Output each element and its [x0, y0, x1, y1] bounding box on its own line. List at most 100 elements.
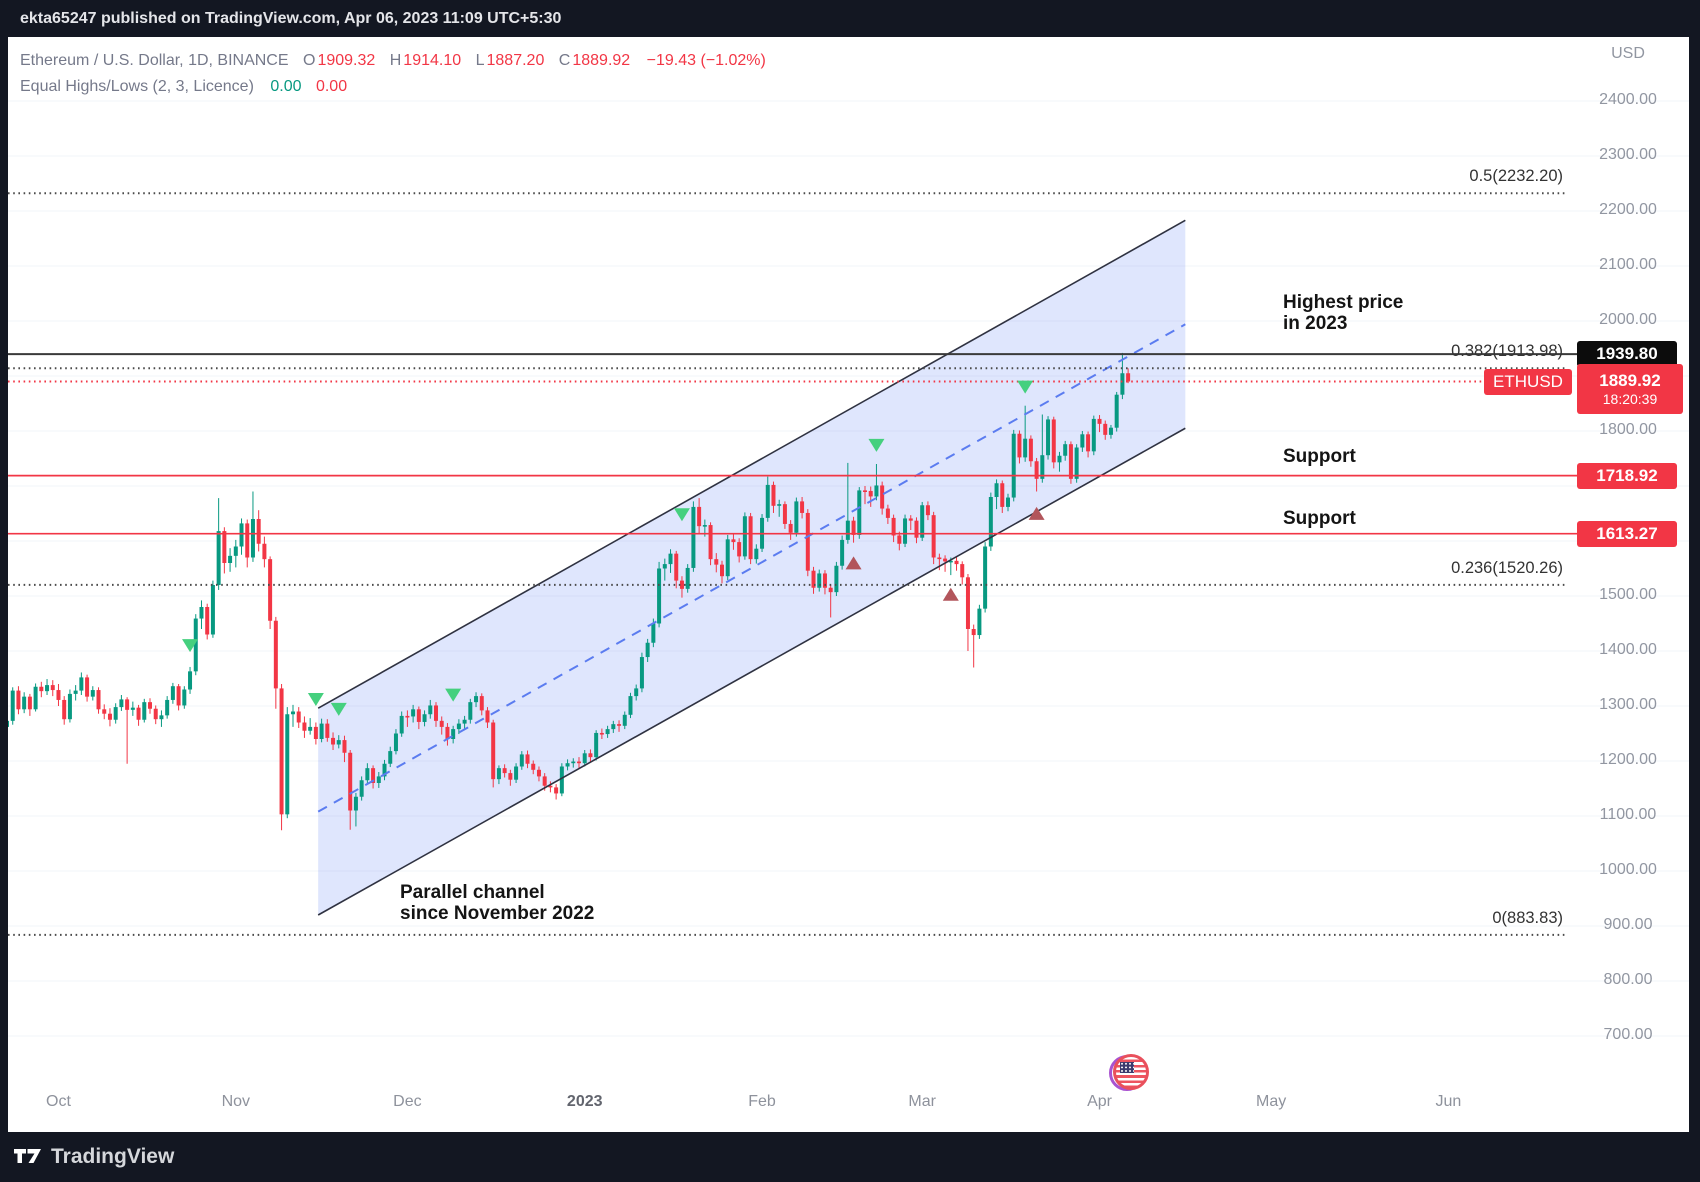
candle	[188, 671, 193, 690]
candle	[262, 543, 267, 560]
candle	[1011, 433, 1016, 498]
candle	[582, 753, 587, 764]
candle	[27, 696, 32, 710]
candle	[411, 709, 416, 717]
symbol-legend-row[interactable]: Ethereum / U.S. Dollar, 1D, BINANCE O 190…	[20, 48, 766, 74]
candle	[479, 696, 484, 711]
candle	[605, 729, 610, 735]
channel-midline	[317, 323, 1186, 813]
channel-upper-line	[317, 219, 1186, 709]
candle	[800, 501, 805, 513]
candle	[371, 768, 376, 783]
candle	[125, 699, 130, 710]
candle	[617, 724, 622, 726]
candle	[496, 768, 501, 780]
candle	[594, 732, 599, 758]
candle	[577, 761, 581, 764]
candle	[250, 519, 255, 558]
candle	[748, 516, 753, 560]
chart-panel[interactable]	[8, 37, 1689, 1132]
low-label: L	[475, 52, 485, 69]
candle	[720, 564, 724, 577]
candle	[445, 726, 450, 739]
candle	[840, 539, 845, 566]
candle	[16, 690, 21, 710]
candle	[1006, 497, 1010, 507]
candle	[422, 714, 427, 722]
candle	[868, 490, 873, 497]
candle	[136, 707, 141, 720]
candle	[588, 753, 593, 758]
candle	[662, 564, 667, 569]
chart-plot[interactable]	[8, 37, 1689, 1132]
candle	[67, 693, 72, 720]
candle	[182, 689, 187, 706]
high-label: H	[389, 52, 402, 69]
tradingview-logo-icon[interactable]	[14, 1149, 42, 1165]
publish-info-bar: ekta65247 published on TradingView.com, …	[0, 0, 1700, 37]
signal-marker-down	[445, 688, 462, 702]
close-value: 1889.92	[572, 52, 631, 69]
candle	[399, 715, 404, 734]
candle	[85, 677, 90, 697]
indicator-value-green: 0.00	[270, 78, 302, 95]
candle	[502, 768, 507, 774]
candle	[611, 724, 616, 730]
candle	[405, 715, 410, 718]
candle	[313, 726, 318, 739]
candle	[965, 577, 970, 629]
candle	[348, 752, 353, 811]
candle	[1097, 418, 1102, 424]
candle	[62, 699, 67, 720]
candle	[845, 520, 850, 540]
candle	[639, 657, 644, 689]
candle	[308, 726, 313, 731]
candle	[1017, 433, 1022, 458]
candle	[788, 523, 793, 533]
candle	[519, 754, 524, 767]
candle	[268, 559, 273, 621]
candle	[657, 568, 662, 624]
candle	[1091, 418, 1096, 452]
candle	[977, 608, 982, 636]
candle	[239, 523, 244, 547]
open-label: O	[302, 52, 316, 69]
candle	[153, 708, 158, 720]
candle	[925, 505, 930, 516]
symbol-title: Ethereum / U.S. Dollar, 1D, BINANCE	[20, 52, 289, 69]
candle	[948, 560, 953, 563]
close-label: C	[558, 52, 571, 69]
candle	[542, 776, 547, 786]
candle	[622, 714, 627, 726]
us-flag-event-icon[interactable]	[1109, 1054, 1149, 1091]
candle	[222, 531, 227, 563]
candle	[931, 515, 936, 558]
signal-marker-down	[1017, 380, 1034, 394]
signal-marker-up	[845, 556, 862, 570]
candle	[679, 580, 684, 589]
candle	[468, 702, 473, 720]
candle	[891, 517, 896, 536]
candle	[822, 573, 827, 588]
low-value: 1887.20	[486, 52, 545, 69]
channel-lower-line	[317, 427, 1186, 916]
parallel-channel-fill	[318, 220, 1186, 916]
candle	[514, 766, 519, 780]
candle	[73, 690, 78, 694]
candle	[971, 629, 976, 636]
candle	[331, 737, 336, 745]
tradingview-logo-text[interactable]: TradingView	[51, 1145, 175, 1168]
candle	[863, 490, 867, 492]
candle	[851, 520, 856, 535]
flag-canton	[1120, 1062, 1134, 1073]
change-value: −19.43 (−1.02%)	[646, 52, 766, 69]
signal-marker-down	[307, 693, 324, 706]
candle	[536, 769, 541, 777]
candle	[96, 690, 101, 710]
candle	[434, 705, 438, 721]
candle	[754, 548, 759, 560]
candle	[245, 523, 250, 558]
candle	[1046, 419, 1051, 456]
indicator-legend-row[interactable]: Equal Highs/Lows (2, 3, Licence) 0.00 0.…	[20, 74, 766, 100]
candle	[565, 763, 570, 767]
